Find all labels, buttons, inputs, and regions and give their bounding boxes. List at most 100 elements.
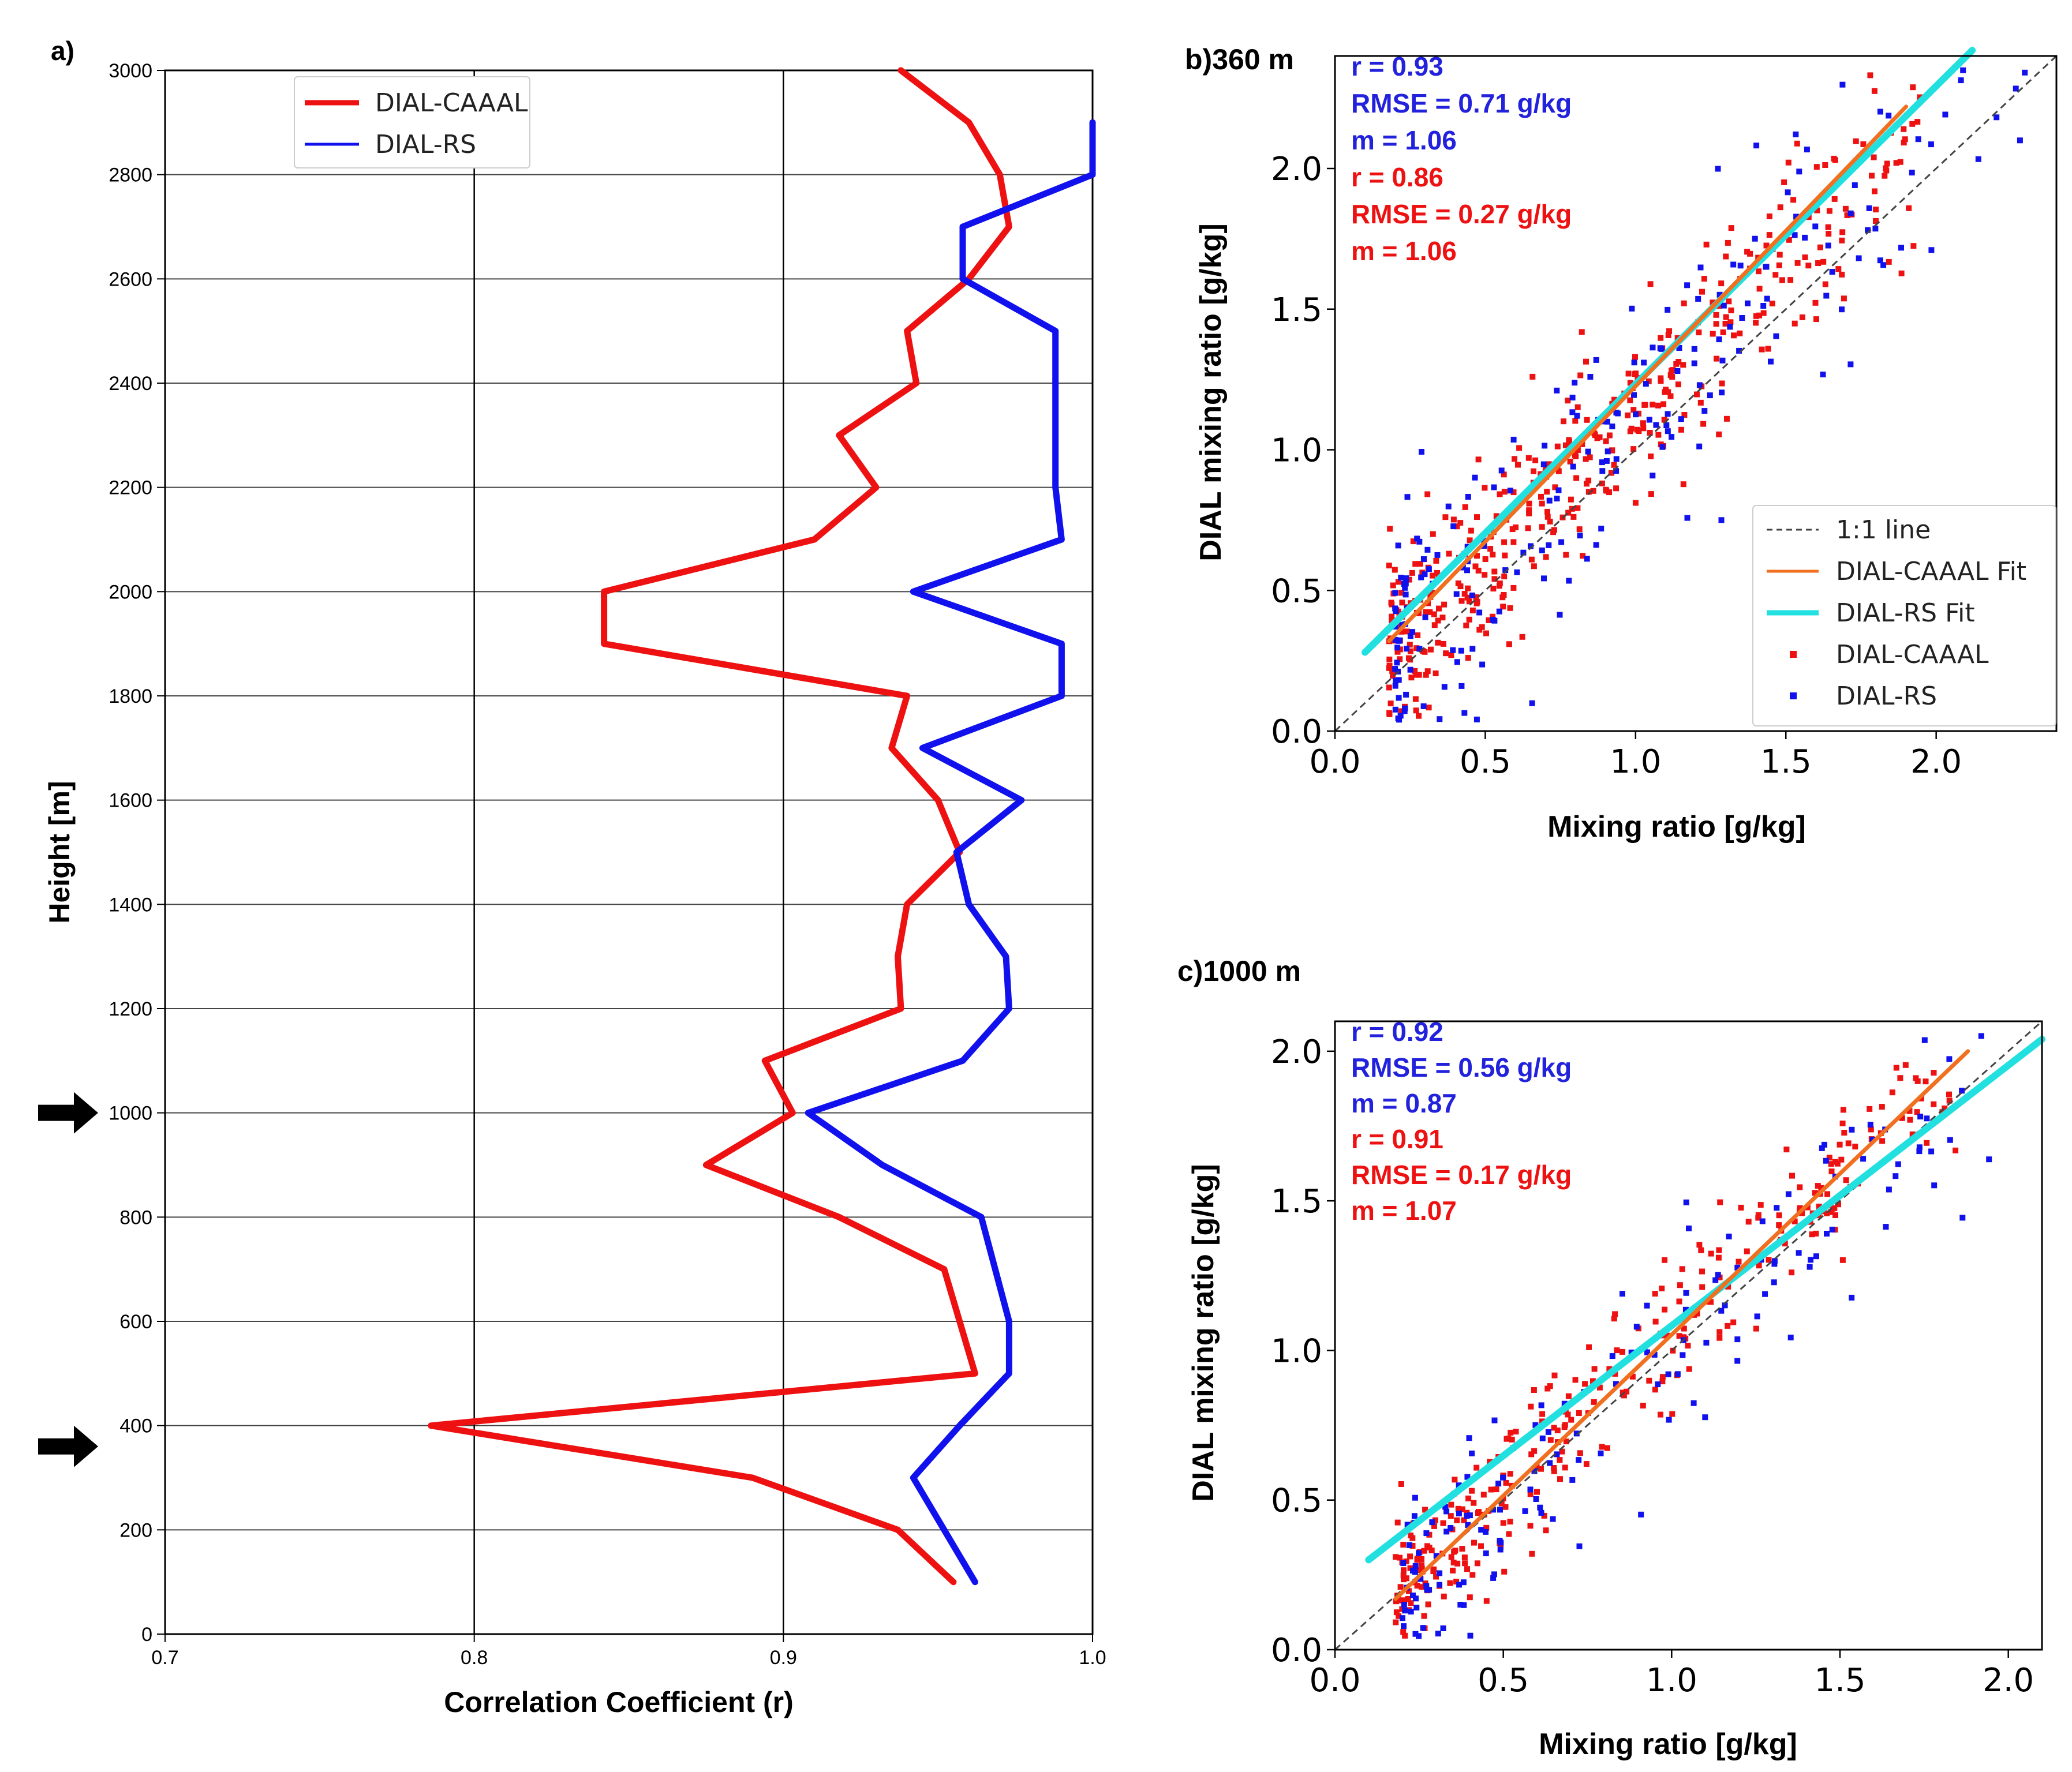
point-dial-rs (1839, 306, 1845, 313)
point-dial-rs (1520, 549, 1527, 556)
point-dial-rs (1759, 1218, 1766, 1224)
point-dial-caaal (1648, 491, 1654, 497)
point-dial-caaal (1698, 1247, 1704, 1253)
point-dial-caaal (1640, 1403, 1646, 1408)
point-dial-caaal (1726, 298, 1732, 305)
point-dial-rs (1533, 1496, 1539, 1502)
point-dial-rs (1409, 629, 1416, 635)
point-dial-rs (1867, 1122, 1873, 1128)
point-dial-rs (1454, 659, 1460, 665)
point-dial-rs (1701, 408, 1708, 414)
point-dial-caaal (1429, 590, 1435, 596)
point-dial-rs (1554, 387, 1560, 394)
point-dial-caaal (1408, 1533, 1414, 1538)
point-dial-rs (1707, 392, 1713, 399)
point-dial-caaal (1658, 375, 1664, 381)
point-dial-caaal (1730, 1319, 1737, 1325)
point-dial-rs (1396, 695, 1402, 701)
point-dial-rs (1490, 1575, 1497, 1581)
point-dial-rs (1540, 461, 1547, 467)
point-dial-caaal (1953, 1147, 1959, 1153)
point-dial-caaal (1476, 627, 1483, 633)
point-dial-caaal (1782, 1241, 1788, 1247)
point-dial-caaal (1416, 672, 1422, 678)
point-dial-caaal (1507, 1471, 1513, 1477)
point-dial-caaal (1490, 586, 1497, 592)
point-dial-caaal (1630, 407, 1637, 413)
stat-line: m = 1.06 (1351, 236, 1457, 266)
panel-b-legend: 1:1 line DIAL-CAAAL Fit DIAL-RS Fit DIAL-CA… (1752, 505, 2056, 726)
point-dial-caaal (1538, 493, 1544, 500)
point-dial-rs (1423, 1530, 1430, 1537)
point-dial-rs (1697, 264, 1704, 271)
point-dial-caaal (1826, 208, 1832, 214)
point-dial-caaal (1886, 259, 1892, 265)
point-dial-caaal (1565, 1411, 1571, 1418)
xtick-label: 0.0 (1309, 743, 1360, 781)
point-dial-rs (1928, 247, 1935, 253)
panel-a-ytick-label: 1400 (109, 894, 152, 916)
point-dial-rs (1490, 616, 1496, 623)
point-dial-rs (1866, 205, 1872, 211)
point-dial-rs (1839, 81, 1846, 88)
point-dial-rs (1400, 1615, 1405, 1621)
point-dial-caaal (1572, 1377, 1579, 1383)
point-dial-rs (1413, 1605, 1420, 1611)
point-dial-rs (1408, 1609, 1414, 1614)
point-dial-caaal (1510, 489, 1517, 496)
point-dial-caaal (1677, 1282, 1683, 1288)
point-dial-rs (1574, 413, 1580, 419)
point-dial-rs (1500, 1474, 1506, 1481)
point-dial-rs (1849, 1126, 1855, 1133)
point-dial-rs (1570, 463, 1576, 470)
point-dial-rs (1495, 1481, 1502, 1487)
ytick-label: 0.5 (1271, 1482, 1322, 1520)
point-dial-rs (1441, 684, 1448, 690)
legend-label: DIAL-RS Fit (1836, 598, 1975, 628)
point-dial-rs (1569, 409, 1576, 415)
point-dial-caaal (1909, 121, 1916, 127)
xtick-label: 0.5 (1460, 743, 1511, 781)
point-dial-rs (1659, 444, 1666, 450)
point-dial-caaal (1831, 196, 1838, 202)
point-dial-caaal (1898, 270, 1905, 276)
legend-label: DIAL-RS (1836, 681, 1937, 711)
point-dial-caaal (1946, 1097, 1953, 1104)
point-dial-caaal (1393, 1609, 1400, 1616)
point-dial-rs (1631, 359, 1637, 366)
point-dial-rs (1792, 232, 1798, 238)
point-dial-caaal (1473, 1464, 1480, 1471)
point-dial-rs (1877, 257, 1883, 264)
point-dial-caaal (1680, 362, 1686, 368)
point-dial-caaal (1430, 1568, 1437, 1574)
point-dial-caaal (1466, 616, 1472, 623)
point-dial-caaal (1614, 1347, 1620, 1354)
point-dial-rs (1458, 647, 1464, 654)
point-dial-rs (1829, 1226, 1835, 1232)
point-dial-rs (1716, 291, 1723, 298)
point-dial-caaal (1591, 1399, 1597, 1405)
point-dial-caaal (1662, 1257, 1668, 1263)
point-dial-caaal (1681, 412, 1688, 418)
point-dial-caaal (1586, 1344, 1592, 1350)
point-dial-caaal (1474, 1560, 1480, 1567)
point-dial-rs (1437, 716, 1443, 722)
point-dial-caaal (1620, 1389, 1626, 1396)
point-dial-rs (1665, 306, 1671, 313)
point-dial-rs (1593, 357, 1599, 363)
panel-a-ytick-label: 400 (119, 1415, 152, 1437)
panel-b-points (1386, 67, 2028, 723)
point-dial-caaal (1452, 1477, 1458, 1483)
point-dial-caaal (1753, 1325, 1759, 1332)
point-dial-caaal (1822, 162, 1828, 168)
point-dial-caaal (1720, 329, 1726, 335)
point-dial-caaal (1544, 1385, 1551, 1392)
point-dial-caaal (1603, 488, 1610, 494)
panel-a-grid (165, 70, 1093, 1634)
point-dial-caaal (1529, 1550, 1535, 1557)
point-dial-caaal (1841, 1130, 1847, 1136)
point-dial-caaal (1917, 94, 1923, 100)
point-dial-caaal (1658, 1411, 1663, 1418)
point-dial-caaal (1579, 329, 1585, 335)
point-dial-rs (1691, 346, 1697, 352)
